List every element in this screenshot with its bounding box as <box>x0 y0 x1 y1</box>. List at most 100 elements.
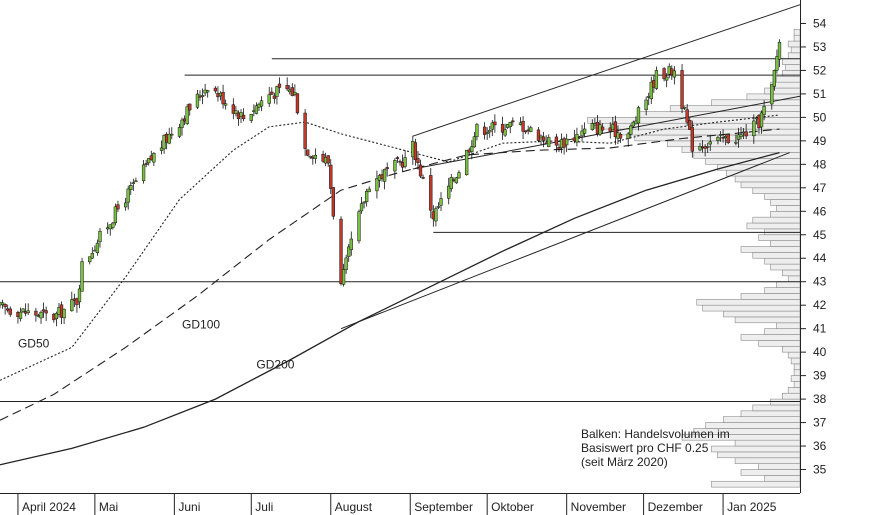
candle-body <box>744 131 748 137</box>
candle-body <box>582 128 587 134</box>
volume-bar <box>722 310 801 318</box>
candle-body <box>272 95 277 99</box>
volume-bar <box>793 369 801 376</box>
candle-body <box>554 136 559 146</box>
candle-body <box>418 164 423 177</box>
candle-body <box>413 142 418 161</box>
candle-body <box>98 230 102 243</box>
candle-body <box>44 310 48 314</box>
candle-body <box>344 257 348 271</box>
volume-bar <box>781 345 801 353</box>
candle-body <box>34 310 38 316</box>
volume-bar <box>666 140 801 148</box>
volume-bar <box>764 475 801 482</box>
candle-body <box>90 253 94 259</box>
candle-body <box>636 107 641 124</box>
trend-channel-lines <box>340 4 801 330</box>
y-tick-label: 41 <box>813 322 827 336</box>
candle-body <box>482 126 487 135</box>
volume-bar <box>746 93 801 101</box>
candle-body <box>0 302 5 305</box>
y-tick-label: 40 <box>813 345 827 359</box>
candle-body <box>775 56 779 71</box>
candle-body <box>70 299 74 312</box>
candle-body <box>649 81 653 100</box>
volume-bar <box>752 404 801 412</box>
candle-body <box>126 188 130 203</box>
volume-bar <box>752 252 801 259</box>
volume-bar <box>781 269 801 277</box>
volume-bar <box>637 111 801 118</box>
candle-body <box>629 125 633 135</box>
y-tick-label: 45 <box>813 228 827 242</box>
candlesticks <box>0 39 782 327</box>
candle-body <box>88 256 92 263</box>
y-tick-label: 54 <box>813 16 827 30</box>
candle-body <box>26 310 30 313</box>
candle-body <box>626 133 630 139</box>
moving-averages <box>0 114 780 466</box>
volume-bar <box>740 410 801 418</box>
volume-bar <box>717 451 801 459</box>
y-tick-label: 46 <box>813 204 827 218</box>
candle-body <box>618 133 623 139</box>
volume-bar <box>787 275 801 283</box>
y-tick-label: 42 <box>813 298 827 312</box>
volume-profile <box>587 29 801 488</box>
candle-body <box>393 160 397 172</box>
candle-body <box>395 157 400 159</box>
candle-body <box>521 120 525 132</box>
x-tick-label: September <box>414 500 473 514</box>
y-tick-label: 52 <box>813 63 827 77</box>
volume-bar <box>711 445 801 453</box>
candle-body <box>167 133 171 144</box>
horizontal-support-resistance-lines <box>0 58 800 402</box>
candle-body <box>295 93 300 114</box>
candle-body <box>398 160 402 163</box>
candle-body <box>3 304 7 308</box>
y-tick-label: 51 <box>813 87 827 101</box>
x-tick-label: Juni <box>178 500 200 514</box>
candle-body <box>116 204 120 210</box>
x-tick-label: Juli <box>255 500 273 514</box>
moving-average-line <box>0 151 780 466</box>
candle-body <box>290 87 294 96</box>
candle-body <box>152 153 156 163</box>
x-tick-label: November <box>571 500 626 514</box>
candle-body <box>500 124 505 133</box>
volume-bar <box>740 246 801 253</box>
candle-body <box>772 70 777 87</box>
candle-body <box>341 269 346 285</box>
volume-bar <box>702 304 801 312</box>
candle-body <box>270 91 274 95</box>
candle-body <box>777 42 782 60</box>
volume-bar <box>776 322 801 329</box>
candle-body <box>475 124 479 138</box>
candle-body <box>672 70 677 78</box>
candle-body <box>575 134 579 143</box>
candle-body <box>465 149 469 176</box>
volume-bar <box>696 299 801 306</box>
candle-body <box>752 120 756 137</box>
candle-body <box>457 172 461 179</box>
trend-line <box>340 152 790 330</box>
volume-bar <box>776 75 801 83</box>
candle-body <box>682 106 687 109</box>
volume-bar <box>793 34 801 42</box>
candle-body <box>241 114 246 120</box>
candle-body <box>195 93 200 108</box>
candle-body <box>277 83 282 88</box>
volume-bar <box>693 152 801 159</box>
candle-body <box>488 130 492 133</box>
y-tick-label: 37 <box>813 416 827 430</box>
volume-bar <box>790 375 801 382</box>
candle-body <box>529 127 533 132</box>
candle-body <box>590 123 594 130</box>
candle-body <box>439 198 443 206</box>
volume-bar <box>758 234 801 241</box>
y-tick-label: 49 <box>813 134 827 148</box>
x-tick-label: August <box>335 500 373 514</box>
candle-body <box>123 202 128 208</box>
candle-body <box>665 76 669 81</box>
candle-body <box>403 157 407 167</box>
